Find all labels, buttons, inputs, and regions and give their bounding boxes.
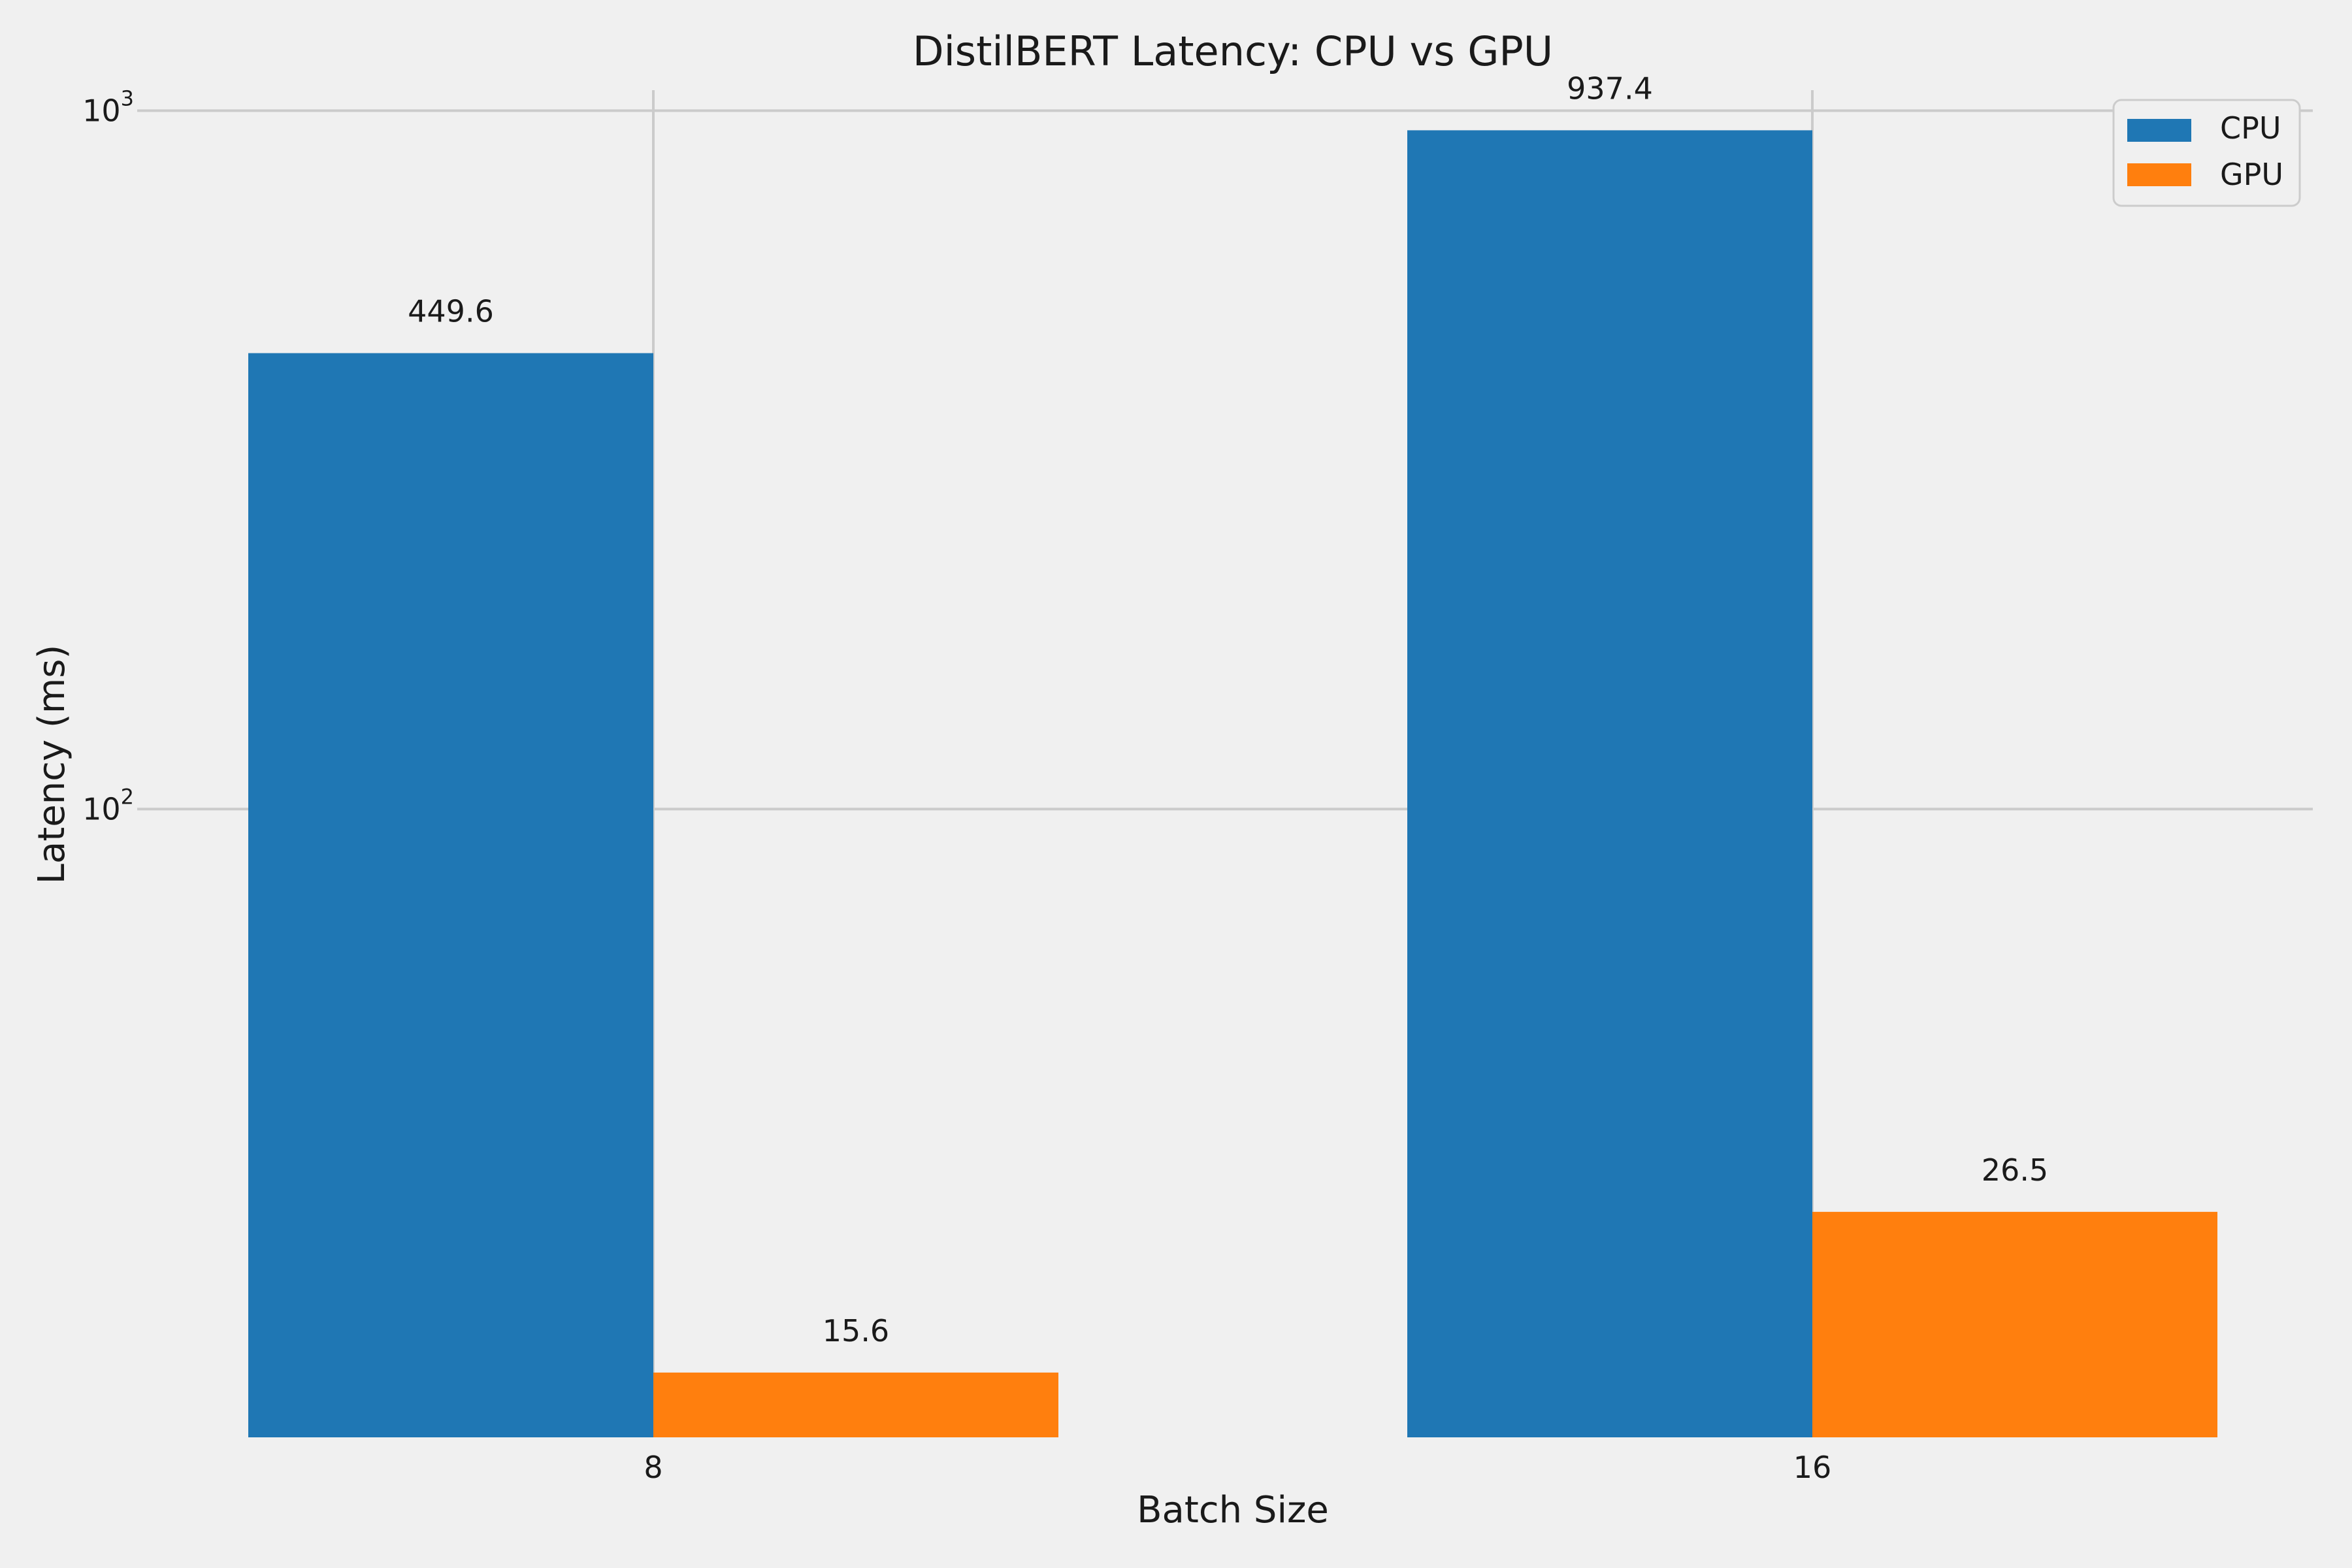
data-labels: 449.6 937.4 15.6 26.5 [408,71,2048,1348]
bar-cpu-16 [1407,130,1812,1438]
bar-gpu-8 [653,1372,1058,1437]
data-label-cpu-16: 937.4 [1567,71,1653,106]
legend-swatch-cpu [2127,119,2191,142]
bar-cpu-8 [248,353,653,1437]
bar-gpu-16 [1812,1211,2217,1437]
bars [248,130,2217,1438]
y-axis-label: Latency (ms) [31,645,73,885]
legend-label-cpu: CPU [2220,110,2281,146]
data-label-cpu-8: 449.6 [408,294,494,329]
data-label-gpu-16: 26.5 [1982,1152,2048,1188]
x-axis-label: Batch Size [1137,1489,1329,1531]
chart-title: DistilBERT Latency: CPU vs GPU [913,27,1553,75]
y-tick-label: 103 [82,86,134,128]
y-tick-labels: 102 103 [82,86,134,826]
x-tick-label: 8 [644,1450,662,1485]
x-tick-labels: 8 16 [644,1450,1831,1485]
x-tick-label: 16 [1793,1450,1832,1485]
data-label-gpu-8: 15.6 [823,1313,889,1348]
y-tick-label: 102 [82,784,134,826]
legend-label-gpu: GPU [2220,157,2283,192]
legend: CPU GPU [2112,99,2301,207]
legend-swatch-gpu [2127,163,2191,186]
